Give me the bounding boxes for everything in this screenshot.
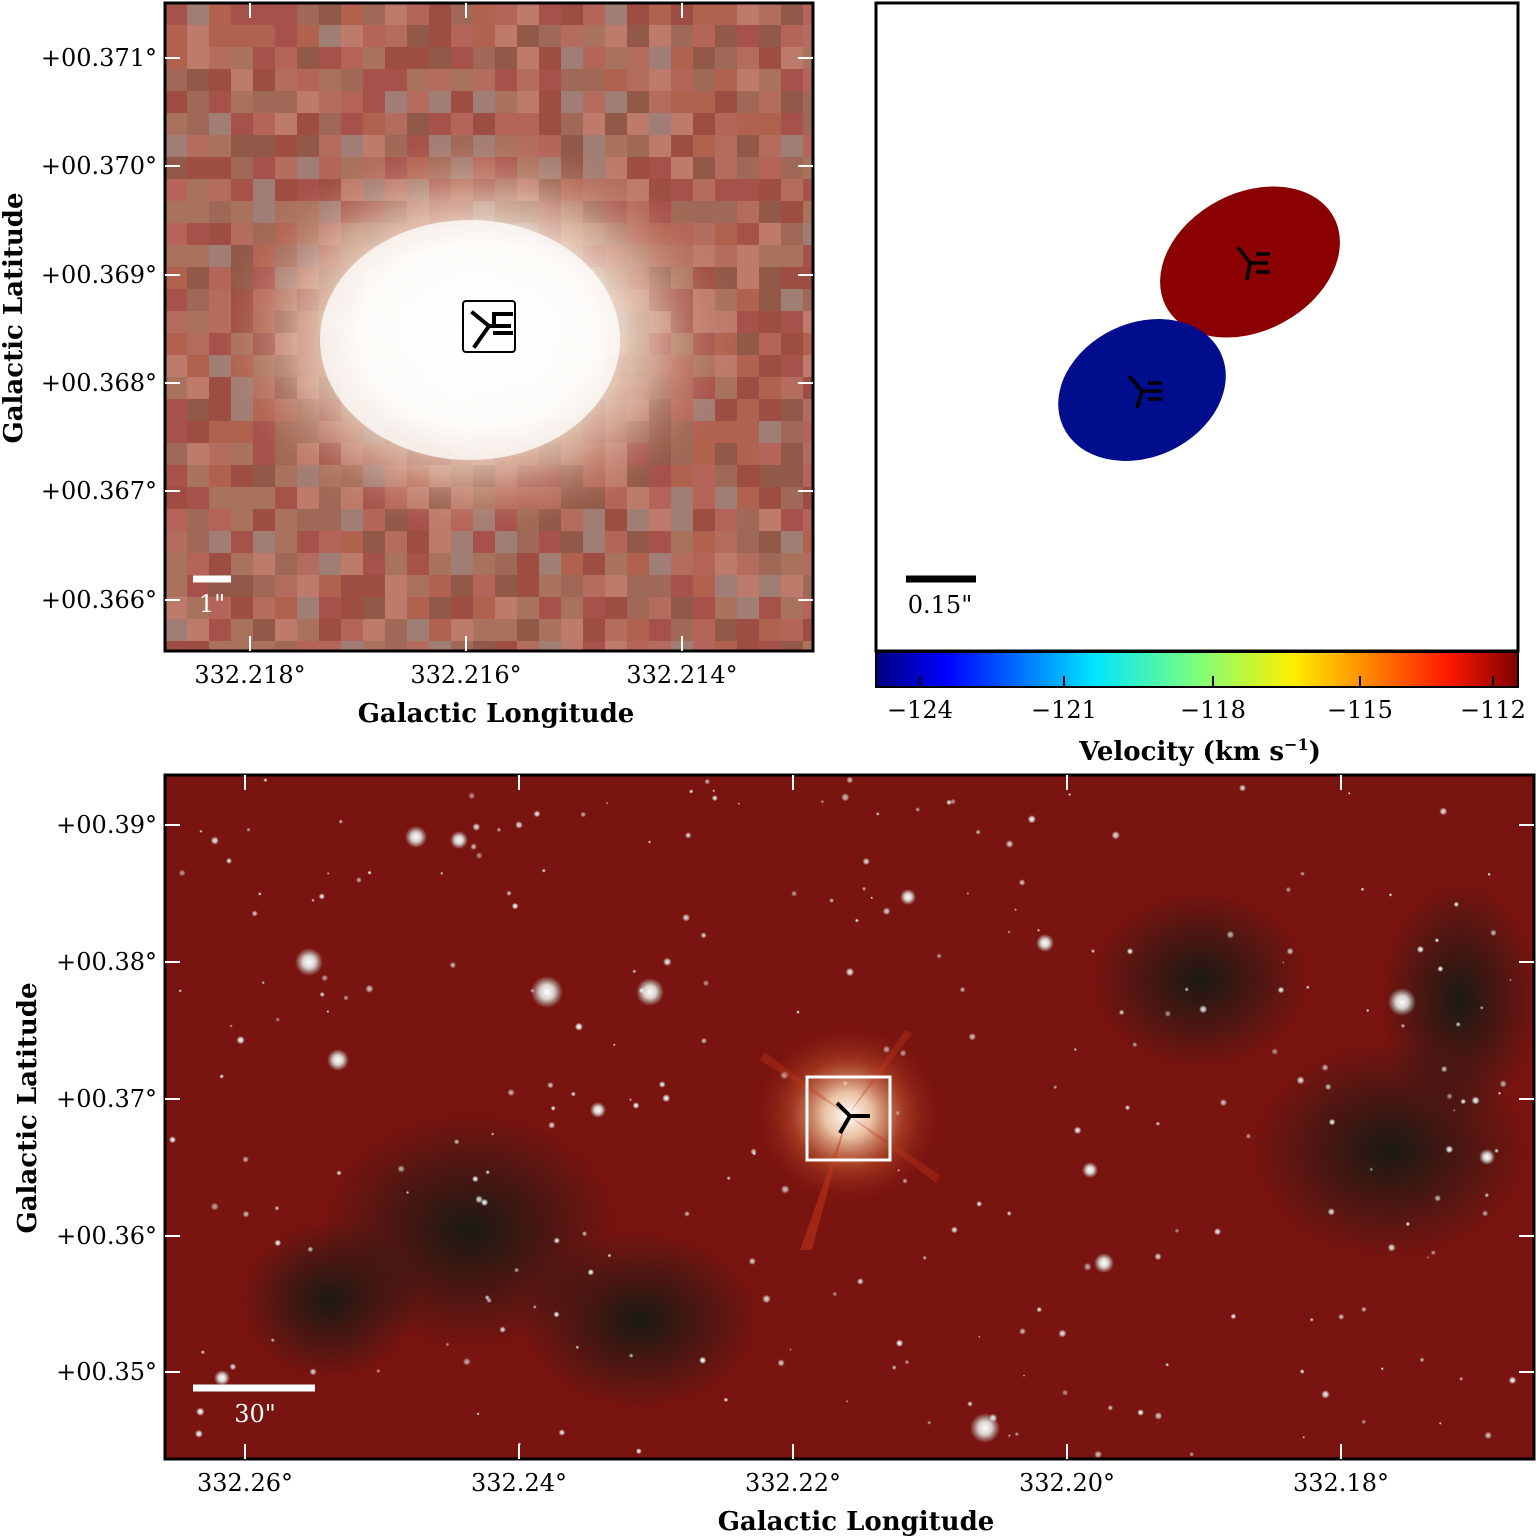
- wide-x-axis: 332.26° 332.24° 332.22° 332.20° 332.18°: [197, 1469, 1389, 1497]
- zoom-scalebar: 1": [193, 575, 231, 618]
- three-pointed-star-icon: [1236, 245, 1270, 281]
- wide-xtick: 332.20°: [1019, 1469, 1115, 1497]
- zoom-x-axis: 332.218° 332.216° 332.214°: [194, 661, 737, 689]
- wide-y-axis: +00.39° +00.38° +00.37° +00.36° +00.35°: [56, 811, 157, 1386]
- maser-scalebar: 0.15": [906, 575, 976, 619]
- zoom-scalebar-label: 1": [199, 590, 225, 618]
- zoom-ytick: +00.370°: [41, 152, 157, 180]
- wide-x-axis-title: Galactic Longitude: [718, 1507, 995, 1537]
- wide-xtick: 332.22°: [745, 1469, 841, 1497]
- wide-ytick: +00.35°: [56, 1358, 157, 1386]
- wide-ytick: +00.38°: [56, 948, 157, 976]
- zoom-ytick: +00.371°: [41, 44, 157, 72]
- zoom-ytick: +00.369°: [41, 261, 157, 289]
- wide-ytick: +00.37°: [56, 1085, 157, 1113]
- colorbar-tick-label: −112: [1460, 696, 1526, 724]
- wide-xtick: 332.26°: [197, 1469, 293, 1497]
- velocity-colorbar: −124 −121 −118 −115 −112 Velocity (km s−…: [875, 651, 1526, 767]
- wide-ytick: +00.39°: [56, 811, 157, 839]
- maser-spot-blue: [1058, 319, 1226, 461]
- colorbar-tick-label: −121: [1031, 696, 1097, 724]
- wide-panel: 332.26° 332.24° 332.22° 332.20° 332.18° …: [13, 773, 1536, 1537]
- colorbar-ticks: [919, 676, 1494, 687]
- zoom-xtick: 332.214°: [626, 661, 737, 689]
- colorbar-tick-label: −118: [1180, 696, 1246, 724]
- three-pointed-star-icon: [470, 310, 513, 349]
- zoom-ytick: +00.368°: [41, 369, 157, 397]
- wide-frame: [163, 773, 1536, 1461]
- wide-scalebar: 30": [193, 1384, 315, 1428]
- zoom-ytick: +00.366°: [41, 586, 157, 614]
- zoom-ytick: +00.367°: [41, 477, 157, 505]
- zoom-xtick: 332.216°: [410, 661, 521, 689]
- colorbar-gradient: [875, 651, 1519, 688]
- maser-panel: 0.15" −124 −121 −118 −115 −112 Velocity …: [874, 1, 1526, 767]
- wide-zoom-box: [805, 1075, 892, 1162]
- zoom-xtick: 332.218°: [194, 661, 305, 689]
- maser-spot-red: [1160, 186, 1340, 338]
- zoom-x-axis-title: Galactic Longitude: [358, 699, 635, 729]
- wide-xtick: 332.24°: [471, 1469, 567, 1497]
- wide-scalebar-label: 30": [234, 1400, 276, 1428]
- zoom-y-axis: +00.371° +00.370° +00.369° +00.368° +00.…: [41, 44, 157, 614]
- zoom-y-axis-title: Galactic Latitude: [0, 192, 29, 443]
- zoom-marker-box: [462, 300, 516, 353]
- zoom-panel: 332.218° 332.216° 332.214° +00.371° +00.…: [0, 1, 815, 729]
- wide-y-axis-title: Galactic Latitude: [13, 982, 43, 1233]
- maser-scalebar-label: 0.15": [908, 591, 972, 619]
- colorbar-tick-label: −115: [1327, 696, 1393, 724]
- colorbar-title: Velocity (km s−1): [1078, 735, 1321, 767]
- zoom-image: [165, 3, 813, 651]
- colorbar-tick-label: −124: [887, 696, 953, 724]
- three-pointed-star-icon: [835, 1101, 870, 1135]
- zoom-frame: [163, 1, 815, 653]
- three-pointed-star-icon: [1127, 374, 1162, 409]
- wide-xtick: 332.18°: [1293, 1469, 1389, 1497]
- wide-ytick: +00.36°: [56, 1222, 157, 1250]
